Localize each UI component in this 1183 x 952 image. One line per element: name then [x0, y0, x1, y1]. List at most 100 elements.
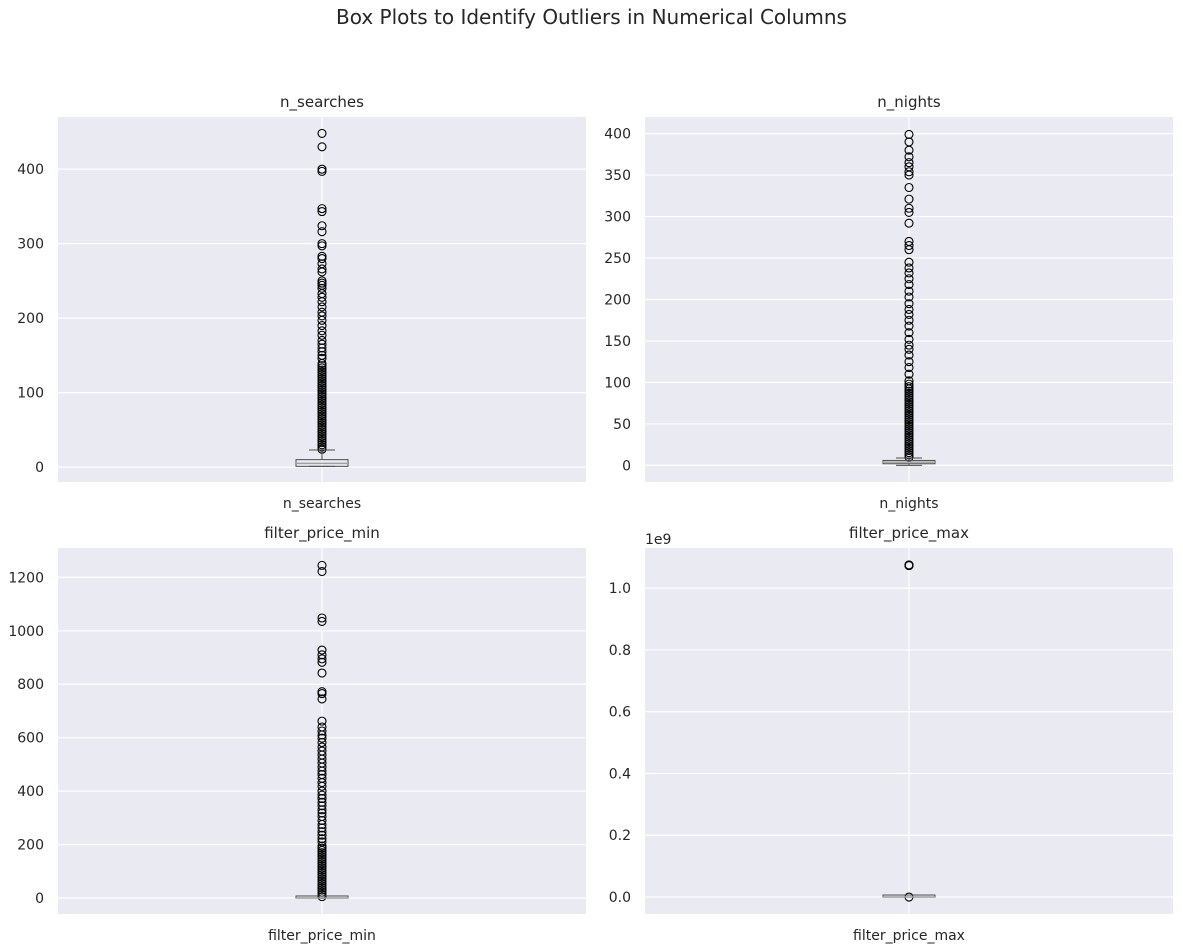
outlier-point	[317, 805, 327, 815]
outlier-point	[317, 239, 327, 249]
y-tick-label: 800	[17, 677, 44, 693]
subplot-filter-price-max: 0.00.20.40.60.81.01e9filter_price_maxfil…	[609, 524, 1173, 944]
outlier-point	[317, 850, 327, 860]
outlier-point	[904, 399, 914, 409]
outlier-point	[317, 865, 327, 875]
y-tick-label: 600	[17, 731, 44, 747]
outlier-point	[317, 350, 327, 360]
outlier-point	[317, 383, 327, 393]
y-tick-label: 400	[17, 162, 44, 178]
y-tick-label: 0.2	[609, 828, 631, 844]
outlier-point	[317, 863, 327, 873]
outlier-point	[904, 304, 914, 315]
outlier-point	[904, 412, 914, 423]
y-tick-label: 50	[613, 417, 631, 433]
outlier-point	[904, 344, 914, 354]
outlier-point	[317, 694, 327, 704]
y-tick-label: 100	[17, 386, 44, 402]
outlier-point	[904, 350, 914, 360]
outlier-point	[317, 343, 327, 353]
y-tick-label: 400	[604, 127, 631, 143]
outlier-point	[317, 566, 327, 577]
outlier-point	[317, 207, 327, 217]
y-tick-label: 0	[35, 891, 44, 907]
outlier-point	[317, 613, 327, 623]
outlier-point	[317, 409, 327, 419]
outlier-point	[904, 268, 914, 278]
outlier-point	[317, 166, 327, 176]
outlier-point	[317, 429, 327, 439]
outlier-point	[317, 852, 327, 862]
outlier-point	[904, 393, 914, 403]
outlier-point	[904, 415, 914, 425]
outlier-point	[317, 241, 327, 251]
outlier-point	[317, 892, 327, 902]
y-tick-label: 0	[35, 460, 44, 476]
outlier-point	[904, 328, 914, 338]
outlier-point	[317, 823, 327, 833]
outlier-point	[904, 369, 914, 379]
outlier-point	[317, 363, 327, 373]
outlier-point	[904, 309, 914, 319]
outlier-point	[904, 406, 914, 416]
outlier-point	[317, 128, 327, 138]
outlier-point	[317, 369, 327, 379]
outlier-point	[904, 430, 914, 440]
outlier-point	[317, 278, 327, 288]
outlier-point	[317, 353, 327, 363]
outlier-point	[904, 292, 914, 302]
outlier-point	[317, 766, 327, 776]
outlier-point	[904, 170, 914, 180]
outlier-point	[317, 164, 327, 174]
outlier-point	[904, 419, 914, 429]
outlier-point	[904, 158, 914, 168]
y-tick-label: 0.4	[609, 766, 631, 782]
outlier-point	[904, 386, 914, 396]
outlier-point	[317, 372, 327, 382]
outlier-point	[317, 668, 327, 678]
outlier-point	[317, 396, 327, 406]
subplot-n-searches: 0 100 200 300 400 n_searches n_searches	[17, 93, 586, 512]
y-tick-label: 1.0	[609, 581, 631, 597]
outlier-point	[904, 397, 914, 407]
outlier-point	[317, 418, 327, 428]
outlier-point	[317, 726, 327, 736]
outlier-point	[317, 733, 327, 743]
outlier-point	[317, 827, 327, 837]
outlier-point	[904, 321, 914, 331]
outlier-point	[317, 227, 327, 237]
outlier-point	[317, 645, 327, 655]
y-tick-label: 300	[17, 237, 44, 253]
outlier-point	[904, 379, 914, 389]
subplot-n-nights: 0 50 100 150 200 250 300 350 400 n_nights n_nights	[604, 93, 1173, 512]
outlier-point	[904, 452, 914, 462]
outlier-point	[317, 420, 327, 430]
outlier-point	[317, 867, 327, 877]
outlier-point	[317, 389, 327, 399]
outlier-point	[904, 152, 914, 162]
outlier-point	[317, 883, 327, 893]
outlier-point	[317, 365, 327, 375]
outlier-point	[317, 841, 327, 851]
outlier-point	[317, 253, 327, 264]
outlier-point	[317, 264, 327, 274]
outlier-point	[904, 421, 914, 431]
outlier-point	[904, 426, 914, 436]
outlier-point	[317, 407, 327, 417]
outlier-point	[317, 781, 327, 791]
outlier-point	[904, 182, 914, 193]
outlier-point	[317, 297, 327, 307]
outlier-point	[904, 315, 914, 325]
outlier-point	[317, 837, 327, 847]
outlier-point	[317, 402, 327, 412]
outlier-point	[317, 848, 327, 858]
y-tick-label: 200	[17, 311, 44, 327]
outlier-point	[317, 374, 327, 384]
outlier-point	[317, 378, 327, 388]
outlier-point	[317, 361, 327, 371]
outlier-point	[317, 801, 327, 811]
outlier-point	[317, 834, 327, 844]
outlier-point	[317, 433, 327, 443]
